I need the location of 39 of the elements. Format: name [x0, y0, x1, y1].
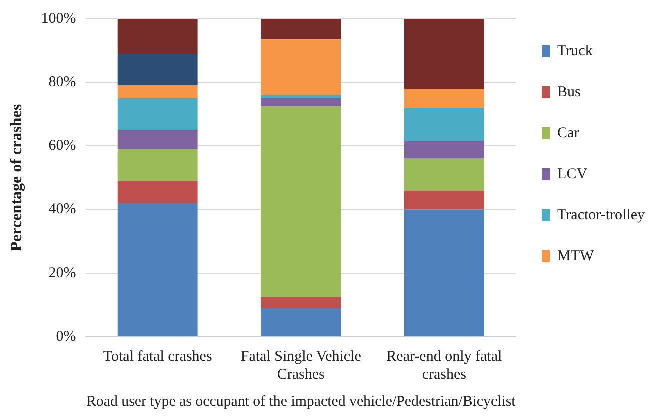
bar: [118, 98, 198, 130]
bar: [261, 98, 342, 106]
legend-label: LCV: [558, 166, 588, 182]
bar: [118, 86, 198, 98]
bar: [261, 308, 342, 336]
x-tick-label: Fatal Single Vehicle Crashes: [240, 348, 362, 383]
bar: [404, 190, 484, 210]
x-tick-label: Rear-end only fatal crashes: [386, 348, 502, 383]
y-tick-label: 40%: [48, 202, 76, 218]
bar: [261, 19, 342, 40]
bar: [118, 149, 198, 182]
y-axis-title: Percentage of crashes: [8, 104, 26, 252]
bar: [404, 19, 484, 89]
bar: [118, 181, 198, 204]
bar: [261, 40, 342, 96]
legend-label: Truck: [558, 43, 594, 60]
x-tick-label: Total fatal crashes: [103, 348, 212, 365]
bar: [404, 108, 484, 142]
bar: [118, 130, 198, 150]
legend-label: MTW: [558, 248, 596, 264]
bar: [118, 54, 198, 86]
bar: [261, 106, 342, 298]
x-axis-title: Road user type as occupant of the impacted vehicle/Pedestrian/Bicyclist: [86, 394, 517, 410]
bar: [404, 158, 484, 191]
legend-label: Tractor-trolley: [558, 207, 646, 224]
legend-label: Car: [558, 125, 580, 142]
bar: [261, 297, 342, 308]
bar: [404, 210, 484, 336]
y-tick-label: 0%: [56, 328, 76, 345]
bar: [404, 141, 484, 159]
y-tick-label: 60%: [48, 138, 76, 154]
bar: [261, 95, 342, 98]
y-tick-label: 80%: [48, 74, 76, 91]
y-tick-label: 100%: [41, 10, 76, 27]
y-tick-label: 20%: [48, 265, 76, 282]
bar: [118, 19, 198, 54]
bar: [118, 203, 198, 336]
bar: [404, 88, 484, 108]
legend-label: Bus: [558, 84, 582, 100]
